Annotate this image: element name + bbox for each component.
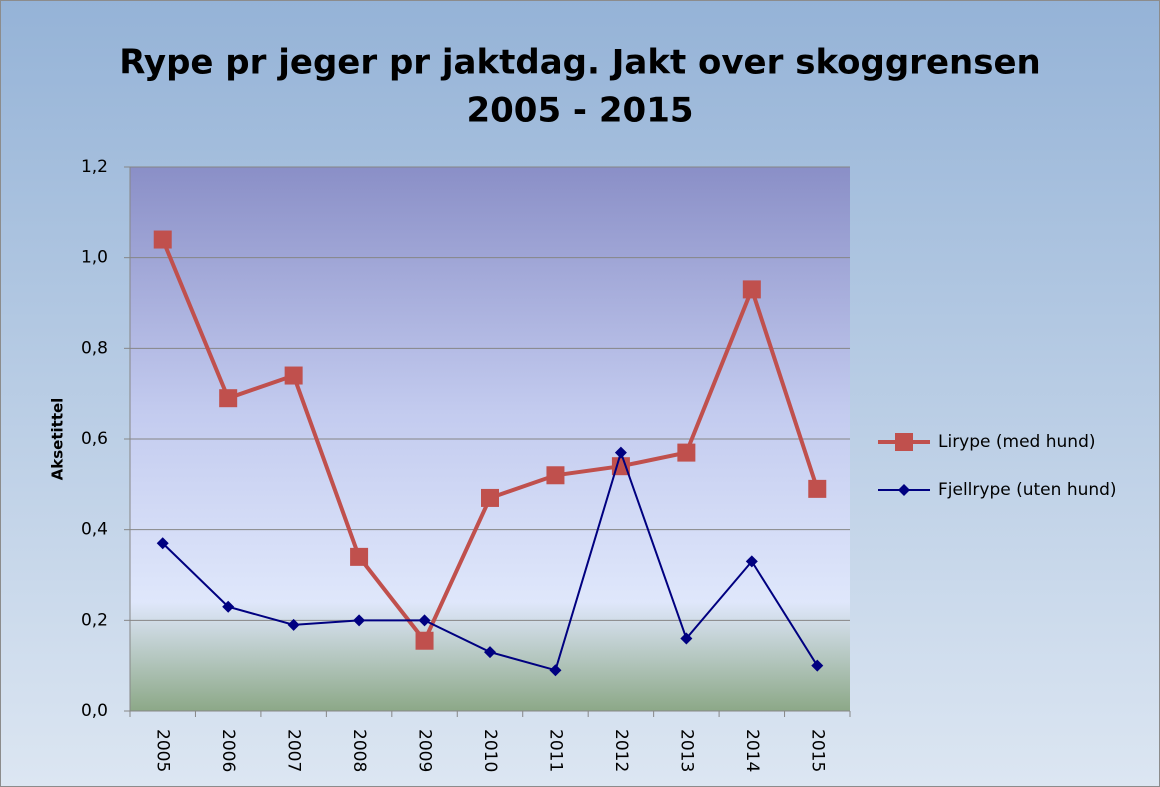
chart-title: Rype pr jeger pr jaktdag. Jakt over skog…: [119, 43, 1040, 83]
x-tick-label: 2006: [218, 729, 238, 772]
y-tick-label: 0,0: [81, 701, 108, 721]
marker: [614, 446, 627, 459]
marker: [811, 659, 824, 672]
marker: [415, 631, 434, 650]
x-tick-label: 2013: [676, 729, 696, 772]
marker: [481, 488, 499, 507]
marker: [680, 632, 693, 645]
x-tick-label: 2007: [284, 729, 304, 772]
marker: [898, 484, 910, 496]
x-tick-label: 2014: [742, 729, 762, 772]
y-axis-title: Aksetittel: [49, 398, 67, 481]
marker: [745, 555, 758, 568]
marker: [895, 433, 913, 451]
y-tick-label: 1,0: [81, 248, 108, 268]
chart-title: 2005 - 2015: [466, 91, 693, 131]
marker: [546, 466, 565, 485]
marker: [350, 547, 369, 566]
marker: [284, 366, 303, 385]
marker: [156, 537, 169, 550]
y-tick-label: 0,4: [81, 520, 108, 540]
marker: [808, 479, 827, 498]
y-tick-label: 1,2: [81, 157, 108, 177]
x-tick-label: 2008: [349, 729, 369, 772]
x-tick-label: 2012: [611, 729, 631, 772]
marker: [418, 614, 431, 627]
marker: [549, 664, 562, 677]
x-tick-label: 2011: [545, 729, 565, 772]
marker: [287, 618, 300, 631]
y-tick-label: 0,2: [81, 610, 108, 630]
legend-label: Lirype (med hund): [938, 432, 1096, 452]
marker: [153, 230, 172, 249]
marker: [742, 280, 761, 299]
marker: [484, 646, 496, 659]
legend-label: Fjellrype (uten hund): [938, 480, 1117, 500]
y-tick-label: 0,8: [81, 338, 108, 358]
marker: [353, 614, 366, 627]
x-tick-label: 2005: [153, 729, 173, 772]
marker: [219, 389, 238, 408]
x-tick-label: 2015: [807, 729, 827, 772]
x-tick-label: 2010: [480, 729, 500, 772]
marker: [222, 600, 235, 613]
y-tick-label: 0,6: [81, 429, 108, 449]
x-tick-label: 2009: [415, 729, 435, 772]
marker: [677, 443, 696, 462]
